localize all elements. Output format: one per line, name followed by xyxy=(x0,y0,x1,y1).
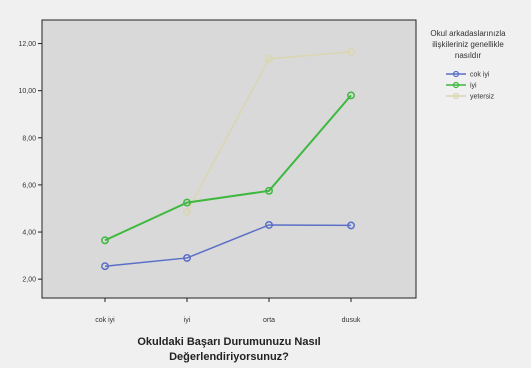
plot-area xyxy=(41,19,417,299)
legend-item: cok iyi xyxy=(446,70,490,79)
series-iyi xyxy=(101,91,355,245)
legend-swatch-marker xyxy=(452,81,460,89)
series-yetersiz xyxy=(183,47,355,216)
x-tick-label: orta xyxy=(263,317,275,324)
y-tick-label: 12,00 xyxy=(18,41,36,48)
legend-title-line1: Okul arkadaslarınızla xyxy=(430,29,506,38)
x-axis-label-line2: Değerlendiriyorsunuz? xyxy=(169,351,289,363)
data-point xyxy=(347,221,355,230)
series-layer xyxy=(101,47,355,271)
series-line xyxy=(186,51,352,213)
y-tick-label: 6,00 xyxy=(22,182,36,189)
axes: 2,00 4,00 6,00 8,00 10,00 12,00 cok iyi iyi orta… xyxy=(18,41,360,324)
data-point xyxy=(347,47,355,56)
series-line xyxy=(104,224,352,267)
legend: Okul arkadaslarınızla ilişkileriniz gene… xyxy=(430,29,506,101)
y-tick-label: 10,00 xyxy=(18,88,36,95)
data-point xyxy=(347,91,355,100)
x-tick-label: cok iyi xyxy=(95,317,115,324)
data-point xyxy=(101,236,109,245)
legend-title-line2: ilişkileriniz genellikle xyxy=(432,40,504,49)
legend-swatch-marker xyxy=(452,70,460,78)
data-point xyxy=(265,186,273,195)
data-point xyxy=(183,208,191,216)
y-tick-label: 8,00 xyxy=(22,135,36,142)
data-point xyxy=(265,221,273,229)
data-point xyxy=(101,262,109,271)
series-cok-iyi xyxy=(101,221,355,271)
y-tick-label: 2,00 xyxy=(22,277,36,284)
data-point xyxy=(183,253,191,262)
data-point xyxy=(183,198,191,207)
legend-label: iyi xyxy=(470,83,477,90)
x-tick-label: dusuk xyxy=(342,317,361,324)
y-tick-label: 4,00 xyxy=(22,230,36,237)
series-line xyxy=(104,94,352,242)
legend-item: iyi xyxy=(446,81,477,90)
legend-swatch-marker xyxy=(452,92,460,100)
legend-item: yetersiz xyxy=(446,92,495,101)
legend-title-line3: nasıldır xyxy=(455,51,482,60)
x-axis-label-line1: Okuldaki Başarı Durumunuzu Nasıl xyxy=(137,336,320,348)
data-point xyxy=(265,54,273,63)
legend-label: yetersiz xyxy=(470,94,495,101)
legend-label: cok iyi xyxy=(470,72,490,79)
x-tick-label: iyi xyxy=(184,317,191,324)
